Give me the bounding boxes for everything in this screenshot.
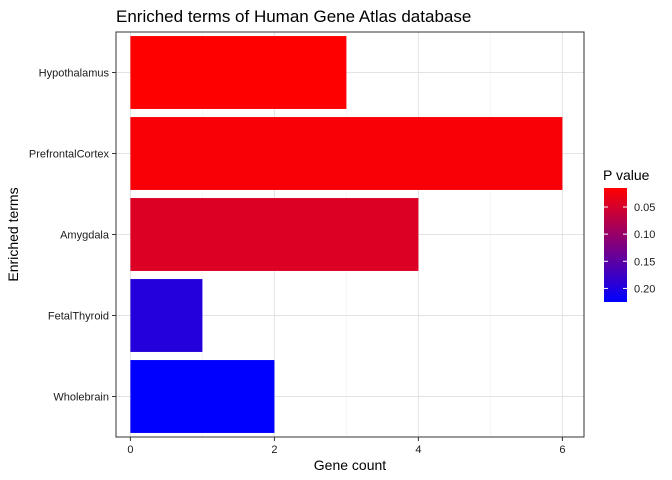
legend-title: P value — [603, 167, 650, 183]
y-tick-label: Hypothalamus — [39, 68, 110, 80]
bar-fetalthyroid — [130, 279, 203, 352]
bar-hypothalamus — [130, 36, 347, 109]
legend-colorbar — [604, 188, 627, 302]
x-tick-label: 4 — [415, 444, 421, 456]
y-tick-label: FetalThyroid — [48, 311, 109, 323]
x-axis: 0 2 4 6 — [127, 437, 565, 456]
x-tick-label: 6 — [559, 444, 565, 456]
color-legend: P value 0.05 0.10 0.15 0.20 — [603, 167, 655, 302]
legend-tick-label: 0.15 — [634, 256, 655, 268]
chart-title: Enriched terms of Human Gene Atlas datab… — [116, 7, 471, 26]
bar-wholebrain — [130, 360, 275, 433]
y-axis-title: Enriched terms — [5, 187, 21, 281]
x-tick-label: 2 — [271, 444, 277, 456]
y-tick-label: Wholebrain — [53, 392, 109, 404]
x-axis-title: Gene count — [314, 457, 386, 473]
legend-tick-label: 0.10 — [634, 229, 655, 241]
plot-panel — [115, 31, 585, 438]
x-tick-label: 0 — [127, 444, 133, 456]
bar-prefrontalcortex — [130, 117, 563, 190]
bar-amygdala — [130, 198, 419, 271]
legend-tick-label: 0.05 — [634, 202, 655, 214]
legend-tick-label: 0.20 — [634, 283, 655, 295]
y-axis: Hypothalamus PrefrontalCortex Amygdala Feta… — [29, 68, 116, 404]
y-tick-label: PrefrontalCortex — [29, 149, 110, 161]
y-tick-label: Amygdala — [60, 230, 110, 242]
